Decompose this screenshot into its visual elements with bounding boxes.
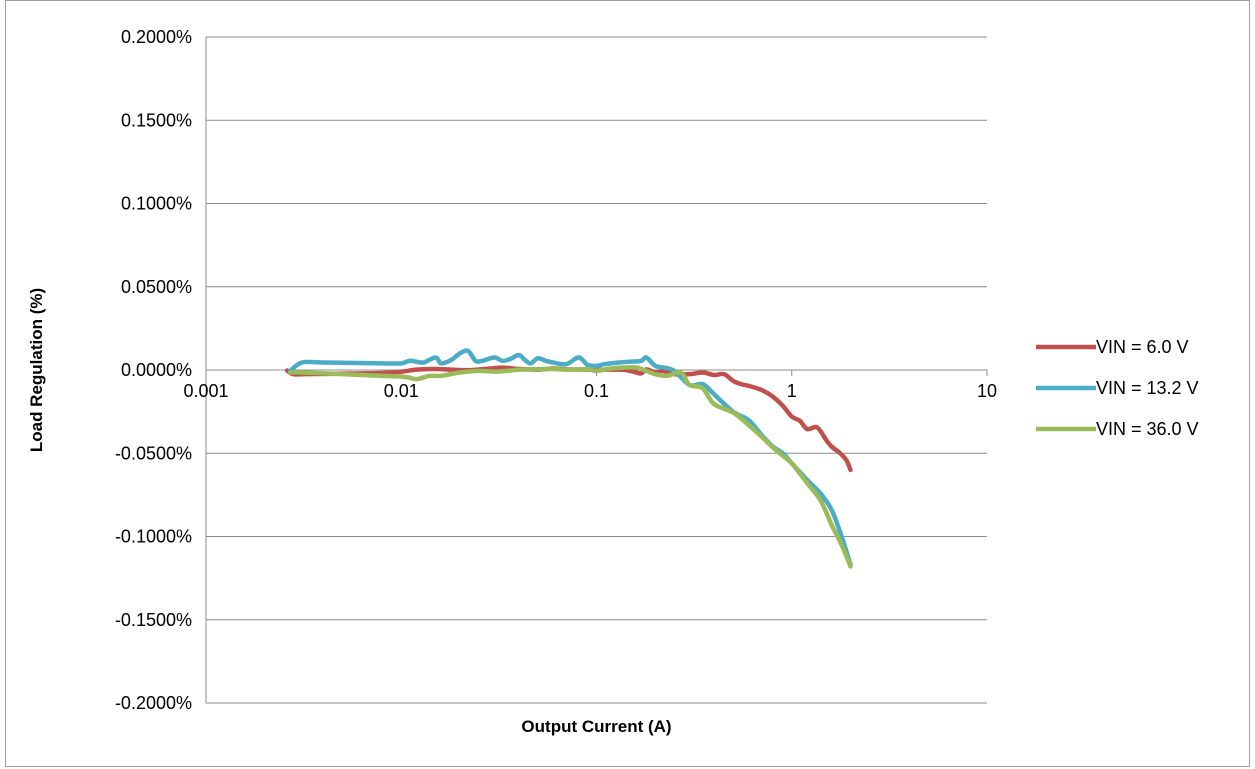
x-tick-label: 1: [787, 381, 797, 401]
y-tick-label: -0.1000%: [115, 527, 192, 547]
y-tick-label: 0.1500%: [121, 110, 192, 130]
legend-label: VIN = 6.0 V: [1096, 337, 1189, 357]
x-axis-title: Output Current (A): [521, 717, 671, 736]
y-tick-label: 0.0500%: [121, 277, 192, 297]
series-line-2: [287, 348, 853, 568]
series-lines: [284, 348, 853, 569]
y-tick-label: -0.2000%: [115, 693, 192, 713]
x-tick-label: 10: [977, 381, 997, 401]
tick-labels: 0.2000% 0.1500% 0.1000% 0.0500% 0.0000% -0.05…: [115, 27, 997, 713]
y-axis-title: Load Regulation (%): [27, 288, 46, 452]
series-line-3: [287, 364, 853, 569]
chart-frame: 0.2000% 0.1500% 0.1000% 0.0500% 0.0000% -0.05…: [5, 0, 1250, 767]
y-tick-label: -0.1500%: [115, 610, 192, 630]
y-tick-label: 0.1000%: [121, 194, 192, 214]
line-chart: 0.2000% 0.1500% 0.1000% 0.0500% 0.0000% -0.05…: [27, 27, 1199, 736]
gridlines: [206, 36, 987, 704]
y-tick-label: 0.0000%: [121, 360, 192, 380]
legend: VIN = 6.0 V VIN = 13.2 V VIN = 36.0 V: [1036, 337, 1199, 439]
legend-label: VIN = 36.0 V: [1096, 419, 1199, 439]
legend-label: VIN = 13.2 V: [1096, 378, 1199, 398]
y-tick-label: -0.0500%: [115, 443, 192, 463]
y-tick-label: 0.2000%: [121, 27, 192, 47]
x-tick-label: 0.001: [183, 381, 228, 401]
series-line-1: [284, 365, 853, 473]
x-tick-label: 0.01: [384, 381, 419, 401]
x-tick-label: 0.1: [584, 381, 609, 401]
